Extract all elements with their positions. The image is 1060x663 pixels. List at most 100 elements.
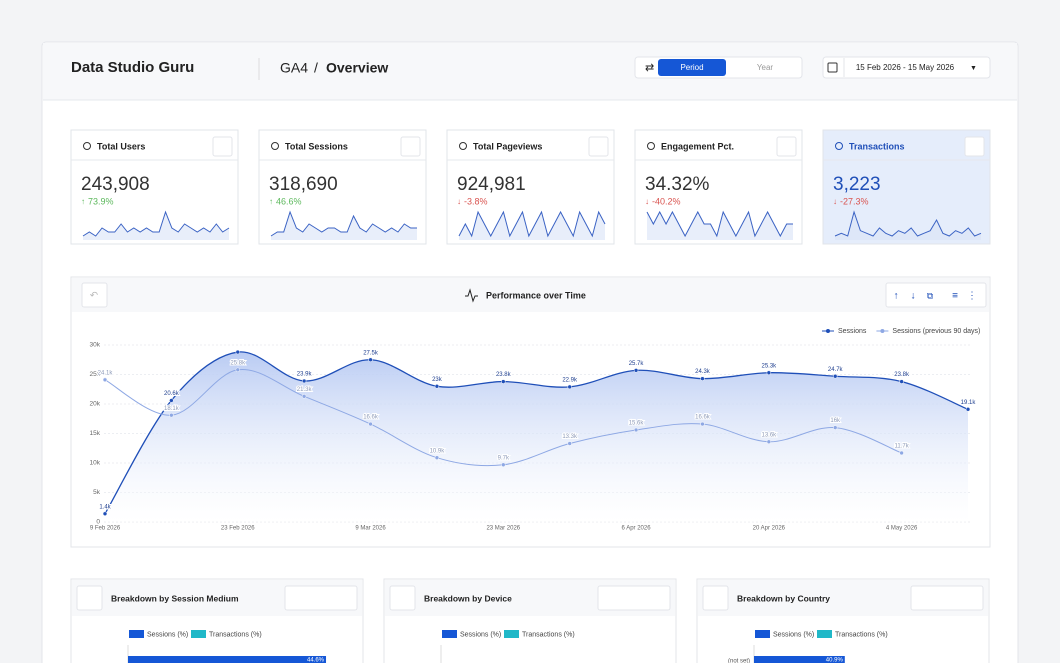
kpi-change: 46.6% [276,196,302,206]
link-button[interactable] [212,136,233,157]
kpi-change: -3.8% [464,196,488,206]
y-tick-label: 15k [90,430,101,437]
kpi-icon [271,142,279,150]
x-tick-label: 9 Mar 2026 [355,526,386,532]
data-point [501,462,506,468]
menu[interactable]: ⋮ [967,291,977,302]
legend-swatch [755,630,770,638]
y-tick-label: 0 [96,519,100,526]
panel-title: Breakdown by Country [737,593,830,603]
kpi-icon [835,142,843,150]
link-button[interactable] [588,136,609,157]
y-tick-label: 5k [93,489,101,496]
data-point [434,455,440,460]
toggle-option[interactable]: Period [680,63,703,72]
date-picker[interactable] [822,56,991,79]
sort-up[interactable]: ↑ [894,291,899,302]
data-point [766,439,772,445]
legend-label: Transactions (%) [522,631,575,638]
bar-label: 40.9% [826,658,844,663]
data-label: 18.1k [164,406,180,412]
y-tick-label: 30k [90,342,101,349]
kpi-arrow: ↑ [81,197,85,206]
legend-label: Transactions (%) [835,631,888,638]
data-point [766,370,772,375]
breadcrumb[interactable]: GA4 [280,60,308,76]
x-tick-label: 23 Feb 2026 [221,526,255,532]
sort-down[interactable]: ↓ [911,291,916,302]
filter[interactable]: ≡ [952,291,958,302]
data-label: 20.6k [164,391,180,397]
data-point [567,384,572,390]
pulse-icon [465,288,478,303]
data-point [700,421,705,427]
data-label: 25.8k [230,360,246,366]
data-point [102,377,108,383]
sparkline [458,210,606,238]
data-label: 23.8k [894,372,910,378]
data-label: 1.4k [99,504,111,510]
legend-swatch [442,630,457,638]
panel-title: Breakdown by Session Medium [111,593,239,603]
data-point [700,376,705,381]
toolbar [885,282,987,308]
x-tick-label: 9 Feb 2026 [90,526,121,532]
data-point [368,357,373,362]
sparkline [270,210,417,237]
undo-button[interactable] [389,585,416,611]
data-label: 23.9k [297,372,313,378]
chart-title: Performance over Time [486,290,586,300]
kpi-change: -40.2% [652,196,681,206]
legend-label: Sessions [838,328,867,335]
toggle-active[interactable] [658,59,726,76]
data-point [434,384,440,389]
calendar-icon [827,62,838,73]
sparkline [82,210,230,237]
legend-swatch [504,630,519,638]
bar [128,656,327,663]
kpi-arrow: ↓ [645,197,649,206]
kpi-card [70,129,239,245]
data-label: 16.6k [363,415,379,421]
sparkline-area [83,212,229,240]
undo-button[interactable] [81,282,108,308]
export[interactable]: ⧉ [927,290,934,300]
kpi-title: Engagement Pct. [661,141,734,151]
data-point [501,379,506,384]
legend-swatch [129,630,144,638]
kpi-arrow: ↑ [269,197,273,206]
legend-label: Transactions (%) [209,631,262,638]
bar-label: 44.6% [307,658,325,663]
data-point [235,367,241,373]
kpi-value: 3,223 [833,174,881,195]
data-label: 16k [830,418,841,424]
link-button[interactable] [776,136,797,157]
chart-head [72,278,989,312]
kpi-change: -27.3% [840,196,869,206]
kpi-title: Total Sessions [285,141,348,151]
data-label: 21.3k [297,387,313,393]
data-label: 13.6k [762,432,778,438]
kpi-value: 34.32% [645,174,710,195]
undo-button[interactable] [76,585,103,611]
data-point [965,407,971,412]
kpi-arrow: ↓ [833,197,837,206]
link-button[interactable] [400,136,421,157]
kpi-title: Total Users [97,141,145,151]
link-button[interactable] [964,136,985,157]
data-point [235,349,241,355]
data-point [301,394,307,399]
x-tick-label: 6 Apr 2026 [622,526,652,532]
x-tick-label: 20 Apr 2026 [753,526,786,532]
bar [754,656,845,663]
toggle-option[interactable]: Year [757,63,774,72]
undo-button[interactable] [702,585,729,611]
kpi-icon [83,142,91,150]
caret: ▼ [970,65,977,72]
toolbar [910,585,984,611]
panel-title: Breakdown by Device [424,593,512,603]
kpi-icon [459,142,467,150]
data-point [899,450,904,456]
kpi-value: 243,908 [81,174,150,195]
